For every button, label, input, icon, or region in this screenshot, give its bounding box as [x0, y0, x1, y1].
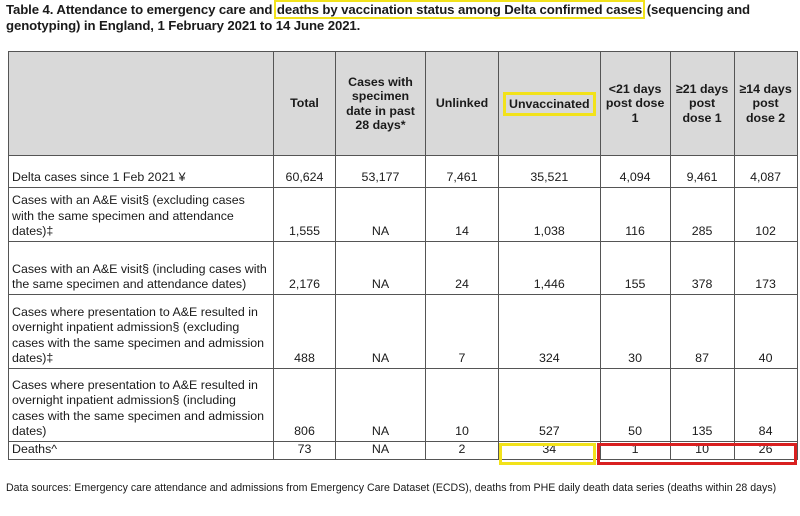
header-cell-unvaccinated: Unvaccinated — [498, 51, 601, 156]
row-label: Cases with an A&E visit§ (including case… — [8, 241, 274, 295]
table-cell: 24 — [425, 241, 499, 295]
table-cell: NA — [335, 368, 426, 442]
row-label: Cases with an A&E visit§ (excluding case… — [8, 187, 274, 242]
table-cell: 1,555 — [273, 187, 336, 242]
header-cell-ge14-dose2: ≥14 days post dose 2 — [733, 51, 798, 156]
unvaccinated-deaths-highlight-box — [499, 443, 596, 465]
table-cell: 806 — [273, 368, 336, 442]
table-row: Delta cases since 1 Feb 2021 ¥ 60,624 53… — [8, 155, 798, 188]
table-cell: NA — [335, 294, 426, 369]
table-cell: 40 — [733, 294, 798, 369]
table-cell: 73 — [273, 441, 336, 460]
table-row: Cases with an A&E visit§ (including case… — [8, 241, 798, 295]
table-cell: 135 — [669, 368, 735, 442]
table-cell: 9,461 — [669, 155, 735, 188]
table-cell: NA — [335, 241, 426, 295]
table-cell: 324 — [498, 294, 601, 369]
table-cell: 87 — [669, 294, 735, 369]
table-row-deaths: Deaths^ 73 NA 2 34 1 10 26 — [8, 441, 798, 460]
table-cell: 4,087 — [733, 155, 798, 188]
header-cell-past-28-days: Cases with specimen date in past 28 days… — [335, 51, 426, 156]
table-cell: 7 — [425, 294, 499, 369]
table-cell: NA — [335, 187, 426, 242]
title-text-after: (sequencing and genotyping) in England, … — [6, 2, 750, 33]
table-cell: 1,446 — [498, 241, 601, 295]
row-label: Cases where presentation to A&E resulted… — [8, 368, 274, 442]
table-row: Cases where presentation to A&E resulted… — [8, 368, 798, 442]
vaccinated-deaths-highlight-box — [597, 443, 797, 465]
table-cell: 116 — [599, 187, 671, 242]
table-cell: 60,624 — [273, 155, 336, 188]
table-cell: 488 — [273, 294, 336, 369]
table-cell: 1,038 — [498, 187, 601, 242]
title-text-before: Table 4. Attendance to emergency care an… — [6, 2, 276, 17]
row-label: Deaths^ — [8, 441, 274, 460]
header-row: Total Cases with specimen date in past 2… — [8, 51, 798, 156]
table-cell: 35,521 — [498, 155, 601, 188]
data-sources-note: Data sources: Emergency care attendance … — [6, 482, 777, 494]
row-label: Delta cases since 1 Feb 2021 ¥ — [8, 155, 274, 188]
header-cell-unlinked: Unlinked — [425, 51, 499, 156]
table-cell: 2,176 — [273, 241, 336, 295]
table-cell: 4,094 — [599, 155, 671, 188]
table-cell: 84 — [733, 368, 798, 442]
header-cell-lt21-dose1: <21 days post dose 1 — [599, 51, 671, 156]
table-cell: 14 — [425, 187, 499, 242]
table-cell: NA — [335, 441, 426, 460]
table-cell: 173 — [733, 241, 798, 295]
table-cell: 50 — [599, 368, 671, 442]
table-cell: 285 — [669, 187, 735, 242]
table-title: Table 4. Attendance to emergency care an… — [6, 0, 798, 34]
table-row: Cases where presentation to A&E resulted… — [8, 294, 798, 369]
table-cell: 102 — [733, 187, 798, 242]
row-label: Cases where presentation to A&E resulted… — [8, 294, 274, 369]
table-cell: 378 — [669, 241, 735, 295]
table-cell: 155 — [599, 241, 671, 295]
header-cell-empty — [8, 51, 274, 156]
table-cell: 10 — [425, 368, 499, 442]
table-cell: 30 — [599, 294, 671, 369]
table-cell: 53,177 — [335, 155, 426, 188]
unvaccinated-highlight-label: Unvaccinated — [503, 91, 596, 116]
table-cell: 527 — [498, 368, 601, 442]
table-cell: 2 — [425, 441, 499, 460]
table-cell: 7,461 — [425, 155, 499, 188]
attendance-table: Total Cases with specimen date in past 2… — [8, 51, 798, 460]
header-cell-total: Total — [273, 51, 336, 156]
header-cell-ge21-dose1: ≥21 days post dose 1 — [669, 51, 735, 156]
table-row: Cases with an A&E visit§ (excluding case… — [8, 187, 798, 242]
title-highlighted-text: deaths by vaccination status among Delta… — [273, 0, 646, 19]
